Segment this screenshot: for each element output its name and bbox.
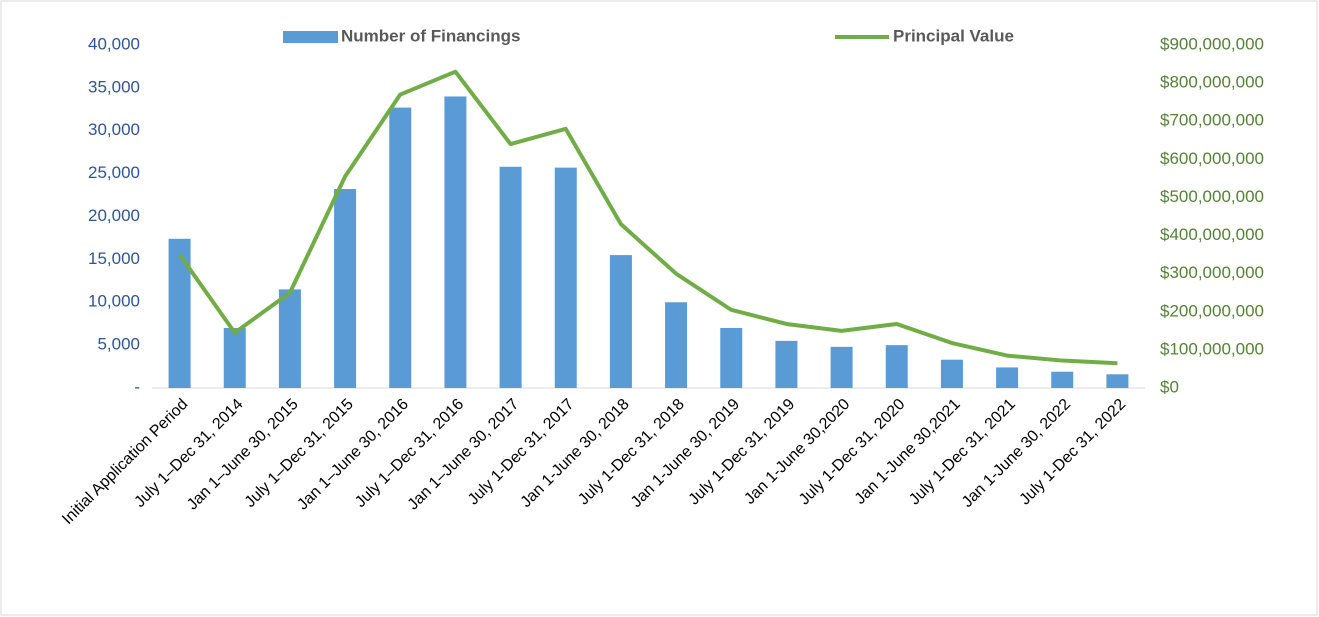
bar (223, 327, 246, 388)
bar (1106, 374, 1129, 388)
y2-tick-label: $900,000,000 (1160, 34, 1264, 53)
y-tick-label: 30,000 (88, 120, 140, 139)
legend-label: Principal Value (893, 26, 1014, 45)
y-tick-label: 20,000 (88, 206, 140, 225)
bar (278, 289, 301, 388)
y2-tick-label: $200,000,000 (1160, 301, 1264, 320)
bar (609, 255, 632, 388)
y2-tick-label: $500,000,000 (1160, 187, 1264, 206)
bar (168, 238, 191, 388)
y-tick-label: 40,000 (88, 34, 140, 53)
bar (554, 167, 577, 388)
bar (775, 340, 798, 388)
bar (720, 327, 743, 388)
bar (1051, 371, 1074, 388)
bar (444, 96, 467, 388)
bar (940, 359, 963, 388)
y-tick-label: - (134, 377, 140, 396)
y-tick-label: 25,000 (88, 163, 140, 182)
y-tick-label: 5,000 (97, 335, 140, 354)
legend-swatch (283, 31, 338, 43)
y2-tick-label: $800,000,000 (1160, 73, 1264, 92)
y2-tick-label: $300,000,000 (1160, 263, 1264, 282)
y-tick-label: 15,000 (88, 249, 140, 268)
bar (389, 107, 412, 388)
y2-tick-label: $700,000,000 (1160, 111, 1264, 130)
y2-tick-label: $100,000,000 (1160, 339, 1264, 358)
legend-label: Number of Financings (341, 26, 520, 45)
bar (830, 346, 853, 388)
bar (996, 367, 1019, 388)
bar (665, 302, 688, 388)
y-tick-label: 10,000 (88, 292, 140, 311)
line (177, 69, 1118, 366)
y2-tick-label: $600,000,000 (1160, 149, 1264, 168)
bar (885, 345, 908, 388)
y2-tick-label: $400,000,000 (1160, 225, 1264, 244)
y2-tick-label: $0 (1160, 377, 1179, 396)
bar (499, 166, 522, 388)
y-tick-label: 35,000 (88, 77, 140, 96)
bar (334, 189, 357, 388)
